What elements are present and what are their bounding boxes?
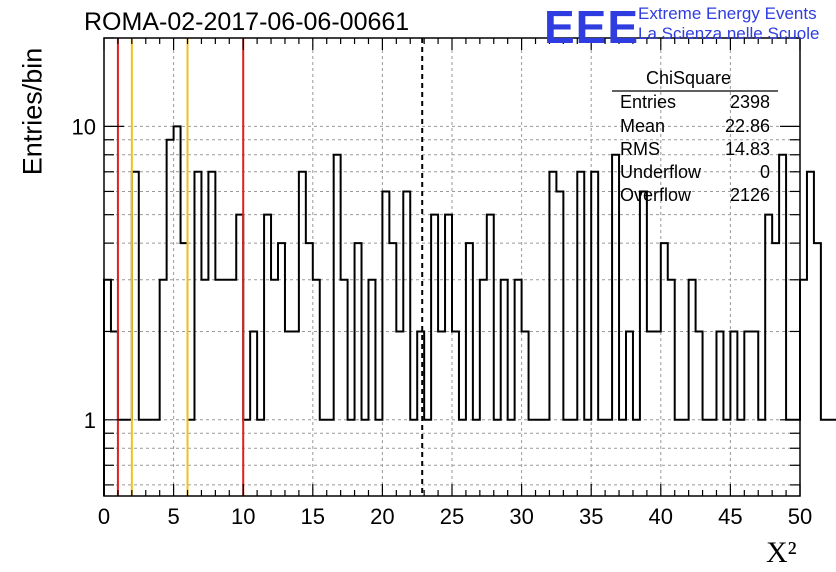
x-tick-label: 20	[370, 504, 394, 529]
x-tick-label: 40	[649, 504, 673, 529]
stat-entries-label: Entries	[620, 92, 677, 112]
x-axis-label: X²	[766, 536, 797, 569]
stats-box-title: ChiSquare	[646, 68, 732, 88]
x-tick-label: 10	[231, 504, 255, 529]
y-tick-label: 10	[72, 114, 96, 139]
logo-line-1: Extreme Energy Events	[638, 4, 817, 23]
x-tick-label: 15	[301, 504, 325, 529]
y-tick-label: 1	[84, 408, 96, 433]
chart-title: ROMA-02-2017-06-06-00661	[84, 8, 410, 36]
x-tick-label: 30	[509, 504, 533, 529]
histogram-series	[103, 125, 836, 496]
x-tick-label: 25	[440, 504, 464, 529]
x-tick-label: 50	[788, 504, 812, 529]
stat-overflow-value: 2126	[729, 185, 770, 205]
logo-line-2: La Scienza nelle Scuole	[638, 24, 820, 43]
x-tick-label: 45	[718, 504, 742, 529]
stat-underflow-value: 0	[759, 162, 770, 182]
stat-rms-value: 14.83	[724, 139, 770, 159]
x-tick-label: 35	[579, 504, 603, 529]
stat-rms-label: RMS	[620, 139, 660, 159]
x-tick-label: 0	[98, 504, 110, 529]
stat-mean-label: Mean	[620, 116, 666, 136]
eee-logo: EEE	[544, 1, 640, 53]
stat-overflow-label: Overflow	[620, 185, 692, 205]
stat-mean-value: 22.86	[724, 116, 770, 136]
x-tick-label: 5	[167, 504, 179, 529]
stat-entries-value: 2398	[729, 92, 770, 112]
y-axis-label: Entries/bin	[17, 47, 48, 176]
stat-underflow-label: Underflow	[620, 162, 702, 182]
